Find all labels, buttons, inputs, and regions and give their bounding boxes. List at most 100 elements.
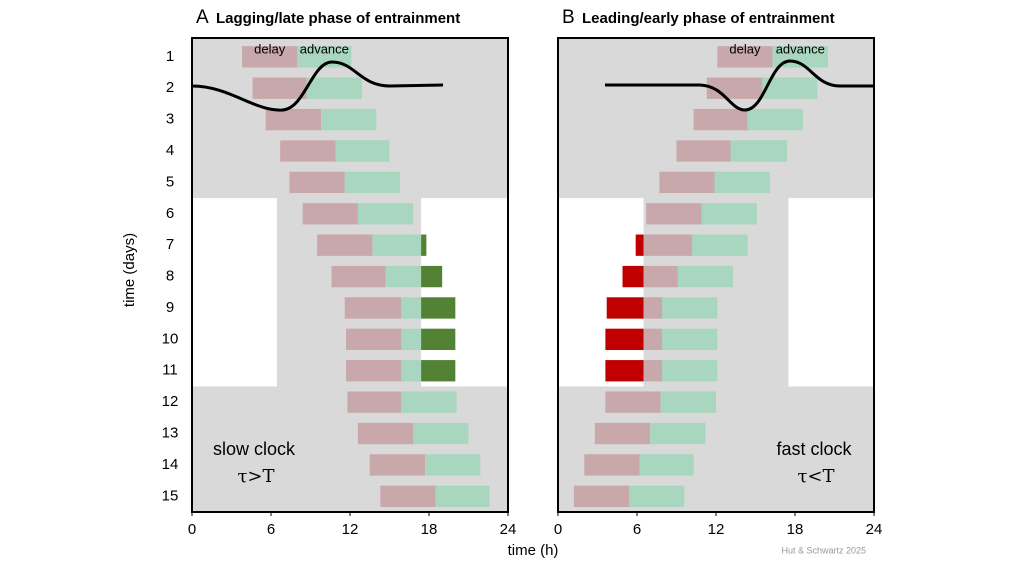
- light-period: [558, 198, 644, 387]
- advance-bar: [425, 454, 481, 476]
- x-tick-label: 18: [787, 521, 804, 538]
- x-axis-label: time (h): [508, 542, 559, 559]
- advance-bar: [762, 77, 818, 99]
- advance-bar: [662, 360, 718, 382]
- annotation: slow clock: [213, 439, 296, 459]
- advance-bar: [435, 485, 490, 507]
- delay-bar: [643, 234, 693, 256]
- y-tick-label: 2: [166, 79, 174, 96]
- advance-bar: [701, 203, 757, 225]
- delay-bar: [622, 265, 644, 288]
- legend-label: delay: [729, 41, 761, 56]
- advance-bar: [357, 203, 414, 225]
- advance-bar: [639, 454, 694, 476]
- delay-bar: [646, 203, 702, 225]
- y-axis-label: time (days): [121, 233, 138, 307]
- delay-bar: [347, 391, 402, 413]
- y-tick-label: 1: [166, 48, 174, 65]
- y-tick-label: 4: [166, 142, 174, 159]
- advance-bar: [662, 328, 718, 351]
- advance-bar: [401, 360, 422, 382]
- light-period: [192, 198, 277, 387]
- x-tick-label: 12: [708, 521, 725, 538]
- advance-bar: [413, 422, 469, 445]
- delay-bar: [346, 360, 402, 382]
- legend-label: advance: [300, 41, 349, 56]
- y-tick-label: 12: [162, 393, 179, 410]
- delay-bar: [605, 328, 644, 351]
- delay-bar: [584, 454, 640, 476]
- x-tick-label: 6: [267, 521, 275, 538]
- advance-bar: [692, 234, 748, 256]
- annotation: τ>T: [237, 466, 274, 487]
- delay-bar: [242, 46, 298, 68]
- advance-bar: [730, 140, 788, 162]
- y-tick-label: 10: [162, 330, 179, 347]
- advance-bar: [372, 234, 422, 256]
- y-tick-label: 13: [162, 424, 179, 441]
- advance-bar: [747, 108, 803, 131]
- delay-bar: [357, 422, 414, 445]
- advance-bar: [421, 297, 456, 319]
- y-tick-label: 6: [166, 205, 174, 222]
- delay-bar: [317, 234, 373, 256]
- x-tick-label: 12: [342, 521, 359, 538]
- delay-bar: [252, 77, 307, 99]
- delay-bar: [606, 297, 644, 319]
- advance-bar: [335, 140, 390, 162]
- x-tick-label: 18: [421, 521, 438, 538]
- prc-curve: [191, 60, 444, 112]
- x-tick-label: 24: [500, 521, 517, 538]
- delay-bar: [643, 297, 663, 319]
- delay-bar: [643, 328, 663, 351]
- annotation: fast clock: [776, 439, 852, 459]
- legend-label: advance: [776, 41, 825, 56]
- delay-bar: [573, 485, 630, 507]
- y-tick-label: 15: [162, 487, 179, 504]
- delay-bar: [346, 328, 402, 351]
- delay-bar: [676, 140, 731, 162]
- advance-bar: [421, 234, 427, 256]
- delay-bar: [344, 297, 402, 319]
- advance-bar: [650, 422, 706, 445]
- delay-bar: [369, 454, 426, 476]
- panel-title: Leading/early phase of entrainment: [582, 10, 835, 27]
- delay-bar: [605, 360, 644, 382]
- delay-bar: [331, 265, 386, 288]
- delay-bar: [380, 485, 436, 507]
- light-period: [788, 198, 874, 387]
- light-period: [421, 198, 508, 387]
- advance-bar: [421, 265, 443, 288]
- delay-bar: [605, 391, 661, 413]
- panels: delay advance A Lagging/late phase of entra…: [162, 7, 883, 538]
- credit: Hut & Schwartz 2025: [781, 545, 866, 555]
- legend-label: delay: [254, 41, 286, 56]
- y-tick-label: 8: [166, 268, 174, 285]
- advance-bar: [660, 391, 716, 413]
- delay-bar: [289, 171, 345, 194]
- y-tick-label: 11: [162, 362, 178, 379]
- delay-bar: [594, 422, 651, 445]
- delay-bar: [717, 46, 773, 68]
- delay-bar: [635, 234, 644, 256]
- advance-bar: [321, 108, 377, 131]
- y-tick-label: 3: [166, 111, 174, 128]
- panel-label: B: [562, 7, 575, 28]
- delay-bar: [265, 108, 322, 131]
- y-tick-label: 14: [162, 456, 179, 473]
- delay-bar: [643, 265, 678, 288]
- advance-bar: [677, 265, 734, 288]
- advance-bar: [662, 297, 718, 319]
- advance-bar: [401, 391, 457, 413]
- x-tick-label: 0: [554, 521, 562, 538]
- advance-bar: [344, 171, 401, 194]
- advance-bar: [401, 328, 422, 351]
- delay-bar: [659, 171, 715, 194]
- advance-bar: [306, 77, 362, 99]
- delay-bar: [643, 360, 663, 382]
- delay-bar: [693, 108, 748, 131]
- x-tick-label: 0: [188, 521, 196, 538]
- panel-title: Lagging/late phase of entrainment: [216, 10, 460, 27]
